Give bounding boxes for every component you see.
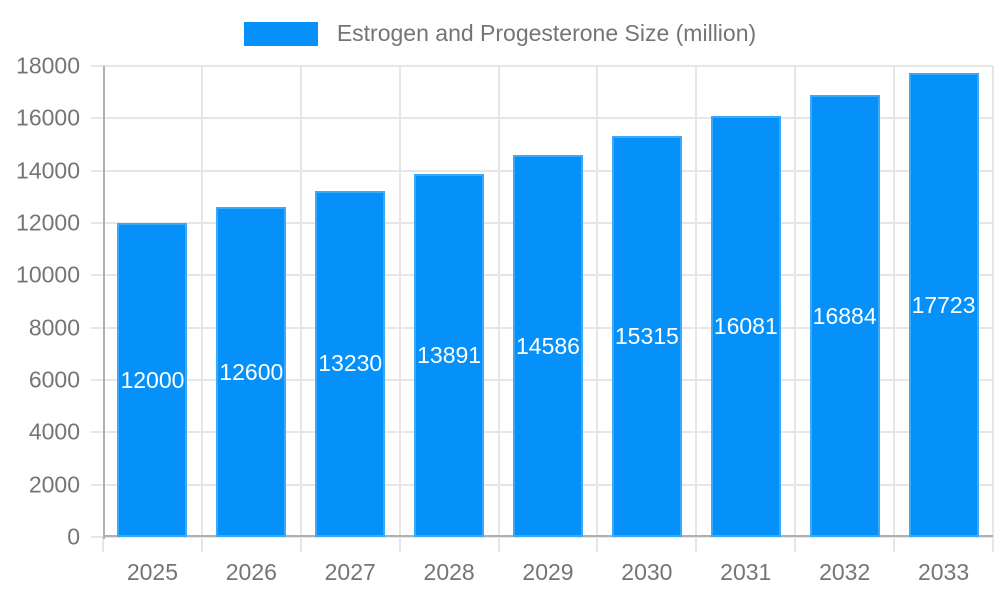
x-tick-mark [200,537,203,552]
bar-value-label: 13230 [318,350,383,377]
bar-value-label: 12600 [219,358,284,385]
gridline [103,65,993,67]
category-boundary-gridline [893,66,896,537]
x-tick-mark [596,537,599,552]
category-boundary-gridline [497,66,500,537]
chart-legend: Estrogen and Progesterone Size (million) [0,20,1000,47]
x-tick-mark [695,537,698,552]
legend-label: Estrogen and Progesterone Size (million) [336,20,757,46]
y-tick-mark [91,117,103,120]
category-boundary-gridline [992,66,994,537]
bar-value-label: 12000 [120,366,185,393]
y-tick-mark [91,431,103,434]
bar-2031[interactable]: 16081 [710,116,781,537]
y-axis-tick-label: 8000 [28,314,80,341]
y-tick-mark [91,326,103,329]
bar-value-label: 15315 [614,323,679,350]
y-axis-tick-label: 14000 [16,157,80,184]
bar-2032[interactable]: 16884 [809,95,880,537]
x-axis-tick-label: 2028 [423,559,475,585]
bar-value-label: 16081 [713,313,778,340]
y-axis-tick-label: 12000 [16,209,80,236]
x-axis-tick-label: 2033 [917,559,970,585]
y-axis-tick-label: 0 [67,523,80,550]
category-boundary-gridline [398,66,401,537]
x-axis-tick-label: 2026 [225,559,277,585]
y-axis-tick-label: 2000 [28,471,80,498]
category-boundary-gridline [200,66,203,537]
bar-2025[interactable]: 12000 [117,223,188,537]
y-axis-tick-label: 16000 [16,104,80,131]
x-tick-mark [299,537,302,552]
x-axis-labels: 2025 2026 2027 2028 2029 2030 2031 2032 2033 [103,537,993,600]
bar-value-label: 14586 [516,332,580,359]
gridline [103,536,993,538]
category-boundary-gridline [596,66,599,537]
category-boundary-gridline [299,66,302,537]
y-tick-mark [91,483,103,486]
plot-area: 12000 12600 13230 13891 14586 15315 16081 16884… [91,65,994,552]
x-axis-tick-label: 2031 [720,559,772,585]
gridline [103,117,993,120]
legend-item[interactable]: Estrogen and Progesterone Size (million) [243,20,757,47]
y-tick-mark [91,378,103,381]
bar-value-label: 13891 [417,341,482,368]
x-axis-tick-label: 2025 [126,559,179,585]
bar-2030[interactable]: 15315 [611,136,682,537]
y-axis-labels: 0 2000 4000 6000 8000 10000 12000 14000 16000 180… [0,53,80,550]
bar-value-label: 16884 [812,302,877,329]
y-tick-mark [91,65,103,67]
y-axis-line [103,66,105,539]
x-tick-mark [893,537,896,552]
x-axis-tick-label: 2029 [522,559,574,585]
x-tick-mark [398,537,401,552]
category-boundary-gridline [794,66,797,537]
x-axis-tick-label: 2032 [819,559,871,585]
bar-2027[interactable]: 13230 [315,190,386,537]
bar-2028[interactable]: 13891 [414,173,485,537]
y-axis-tick-label: 6000 [28,366,80,393]
y-axis-tick-label: 4000 [28,418,80,445]
category-boundary-gridline [695,66,698,537]
bar-2033[interactable]: 17723 [908,73,979,537]
x-axis-tick-label: 2027 [324,559,376,585]
x-tick-mark [992,537,994,552]
x-tick-mark [794,537,797,552]
bar-value-label: 17723 [911,291,976,318]
y-axis-tick-label: 18000 [16,52,80,79]
bar-2026[interactable]: 12600 [216,207,287,537]
y-tick-mark [91,169,103,172]
y-tick-mark [91,274,103,277]
bar-2029[interactable]: 14586 [513,155,583,537]
y-tick-mark [91,536,103,538]
x-tick-mark [497,537,500,552]
x-tick-mark [102,537,104,552]
y-tick-mark [91,221,103,224]
legend-swatch-icon [243,21,318,46]
y-axis-tick-label: 10000 [16,261,80,288]
x-axis-tick-label: 2030 [621,559,673,585]
